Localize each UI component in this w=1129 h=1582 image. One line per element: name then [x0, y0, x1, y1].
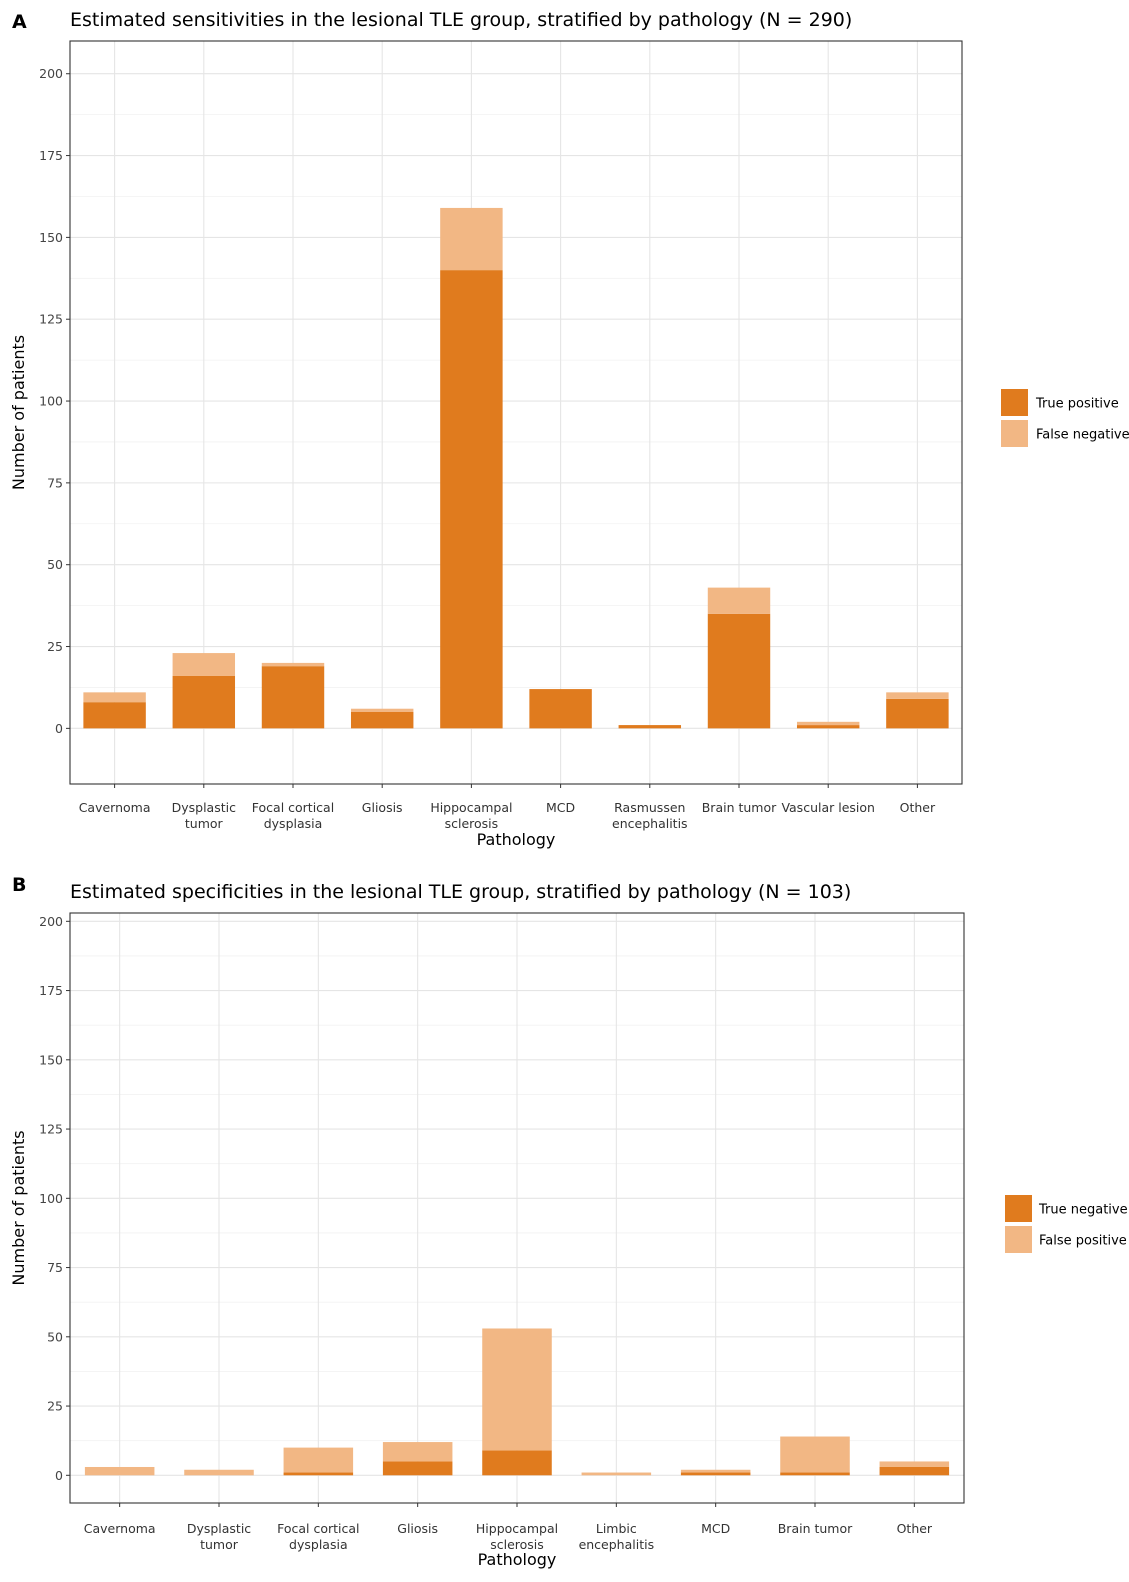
x-tick-label: MCD — [701, 1521, 730, 1536]
bar-false-positive — [780, 1436, 850, 1473]
x-tick-label: Gliosis — [397, 1521, 438, 1536]
y-tick-label: 150 — [39, 230, 63, 245]
bar-false-negative — [261, 662, 325, 667]
x-tick-label: Hippocampal sclerosis — [430, 800, 512, 831]
panel-a: A Estimated sensitivities in the lesional… — [9, 9, 1129, 849]
y-tick-label: 25 — [47, 1399, 63, 1414]
y-tick-label: 100 — [39, 1191, 63, 1206]
bar-false-positive — [283, 1447, 354, 1473]
chart-title: Estimated specificities in the lesional … — [70, 881, 851, 903]
bar-true-negative — [680, 1472, 751, 1476]
y-tick-label: 50 — [47, 1329, 63, 1344]
bar-true-positive — [83, 702, 146, 729]
bar-false-positive — [382, 1442, 453, 1462]
y-axis-title: Number of patients — [9, 335, 28, 490]
y-tick-label: 75 — [47, 475, 63, 490]
legend: True positive False negative — [1001, 389, 1129, 447]
y-tick-label: 125 — [39, 1122, 63, 1137]
x-axis: Cavernoma Dysplastic tumor Focal cortical dy… — [79, 784, 936, 831]
x-tick-label: Gliosis — [362, 800, 403, 815]
y-tick-label: 125 — [39, 312, 63, 327]
y-axis: 0 25 50 75 100 125 150 175 200 — [39, 66, 70, 736]
y-tick-label: 200 — [39, 914, 63, 929]
x-axis-title: Pathology — [478, 1550, 557, 1569]
legend: True negative False positive — [1005, 1195, 1128, 1253]
legend-label: True positive — [1035, 397, 1119, 412]
y-tick-label: 25 — [47, 639, 63, 654]
x-tick-label: Brain tumor — [778, 1521, 853, 1536]
bar-true-negative — [382, 1461, 453, 1476]
bar-true-positive — [796, 725, 860, 729]
bar-false-negative — [83, 692, 146, 703]
x-tick-label: MCD — [546, 800, 575, 815]
x-axis: Cavernoma Dysplastic tumor Focal cortical dy… — [84, 1503, 933, 1552]
bar-false-positive — [184, 1469, 254, 1476]
y-tick-label: 200 — [39, 66, 63, 81]
x-tick-label: Cavernoma — [79, 800, 151, 815]
bar-false-negative — [707, 587, 771, 614]
bar-true-positive — [707, 613, 771, 729]
panel-letter: B — [12, 874, 26, 896]
bars — [84, 1328, 950, 1476]
x-tick-label: Other — [897, 1521, 933, 1536]
y-tick-label: 175 — [39, 148, 63, 163]
y-tick-label: 175 — [39, 983, 63, 998]
bar-false-positive — [680, 1469, 751, 1473]
bar-true-negative — [780, 1472, 850, 1476]
plot-border — [69, 40, 963, 785]
x-tick-label: Cavernoma — [84, 1521, 156, 1536]
bar-false-positive — [879, 1461, 950, 1467]
bar-true-positive — [172, 675, 236, 729]
legend-swatch — [1001, 389, 1028, 416]
x-tick-label: Dysplastic tumor — [187, 1521, 251, 1552]
bar-true-positive — [440, 270, 503, 729]
bar-true-positive — [261, 666, 325, 729]
x-tick-label: Vascular lesion — [781, 800, 875, 815]
legend-label: False positive — [1039, 1234, 1127, 1249]
x-tick-label: Brain tumor — [702, 800, 777, 815]
bars — [83, 207, 949, 729]
bar-false-negative — [440, 207, 503, 271]
bar-true-positive — [618, 725, 682, 729]
y-tick-label: 100 — [39, 394, 63, 409]
y-tick-label: 50 — [47, 557, 63, 572]
bar-false-positive — [84, 1466, 155, 1476]
bar-false-negative — [796, 721, 860, 726]
legend-swatch — [1005, 1226, 1032, 1253]
y-axis-title: Number of patients — [9, 1130, 28, 1285]
x-tick-label: Other — [900, 800, 936, 815]
x-tick-label: Rasmussen encephalitis — [612, 800, 688, 831]
bar-true-negative — [482, 1450, 552, 1476]
bar-false-negative — [172, 653, 236, 676]
chart-title: Estimated sensitivities in the lesional … — [70, 9, 852, 31]
bar-true-negative — [283, 1472, 354, 1476]
bar-true-positive — [529, 689, 592, 729]
x-tick-label: Limbic encephalitis — [579, 1521, 655, 1552]
legend-swatch — [1001, 420, 1028, 447]
y-tick-label: 0 — [55, 721, 63, 736]
x-axis-title: Pathology — [477, 830, 556, 849]
x-tick-label: Hippocampal sclerosis — [476, 1521, 558, 1552]
legend-label: False negative — [1036, 428, 1129, 443]
bar-false-negative — [886, 692, 949, 699]
panel-b: B Estimated specificities in the lesional… — [9, 874, 1128, 1569]
bar-false-positive — [581, 1472, 652, 1476]
bar-true-negative — [879, 1466, 950, 1476]
y-tick-label: 75 — [47, 1260, 63, 1275]
panel-letter: A — [12, 11, 27, 33]
bar-false-negative — [350, 708, 414, 712]
x-tick-label: Dysplastic tumor — [172, 800, 236, 831]
x-tick-label: Focal cortical dysplasia — [252, 800, 334, 831]
y-axis: 0 25 50 75 100 125 150 175 200 — [39, 914, 70, 1483]
bar-false-positive — [482, 1328, 552, 1451]
bar-true-positive — [350, 711, 414, 729]
y-tick-label: 150 — [39, 1052, 63, 1067]
y-tick-label: 0 — [55, 1468, 63, 1483]
legend-swatch — [1005, 1195, 1032, 1222]
bar-true-positive — [886, 698, 949, 729]
x-tick-label: Focal cortical dysplasia — [277, 1521, 359, 1552]
legend-label: True negative — [1038, 1203, 1128, 1218]
